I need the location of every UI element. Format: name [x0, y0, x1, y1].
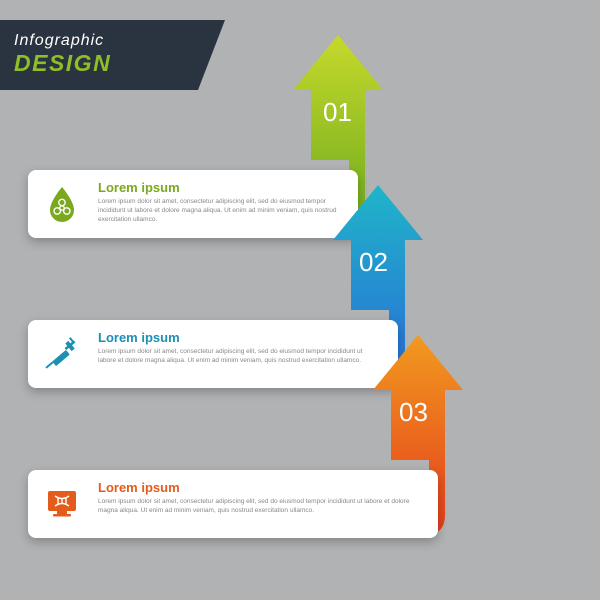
step-title-3: Lorem ipsum	[98, 480, 422, 495]
step-body-3: Lorem ipsum dolor sit amet, consectetur …	[98, 498, 422, 516]
header-title-line1: Infographic	[14, 32, 211, 50]
step-bar-2: Lorem ipsum Lorem ipsum dolor sit amet, …	[28, 320, 398, 388]
step-title-1: Lorem ipsum	[98, 180, 342, 195]
step-bar-3: Lorem ipsum Lorem ipsum dolor sit amet, …	[28, 470, 438, 538]
syringe-icon	[42, 334, 82, 374]
step-1: Lorem ipsum Lorem ipsum dolor sit amet, …	[28, 170, 568, 238]
header-title-line2: DESIGN	[14, 52, 211, 75]
step-number-1: 01	[323, 97, 352, 128]
step-number-3: 03	[399, 397, 428, 428]
step-title-2: Lorem ipsum	[98, 330, 382, 345]
step-body-2: Lorem ipsum dolor sit amet, consectetur …	[98, 348, 382, 366]
step-2: Lorem ipsum Lorem ipsum dolor sit amet, …	[28, 320, 568, 388]
header-banner: Infographic DESIGN	[0, 20, 225, 90]
step-body-1: Lorem ipsum dolor sit amet, consectetur …	[98, 198, 342, 224]
step-bar-1: Lorem ipsum Lorem ipsum dolor sit amet, …	[28, 170, 358, 238]
dna-monitor-icon	[42, 484, 82, 524]
step-3: Lorem ipsum Lorem ipsum dolor sit amet, …	[28, 470, 568, 538]
step-number-2: 02	[359, 247, 388, 278]
biohazard-drop-icon	[42, 184, 82, 224]
